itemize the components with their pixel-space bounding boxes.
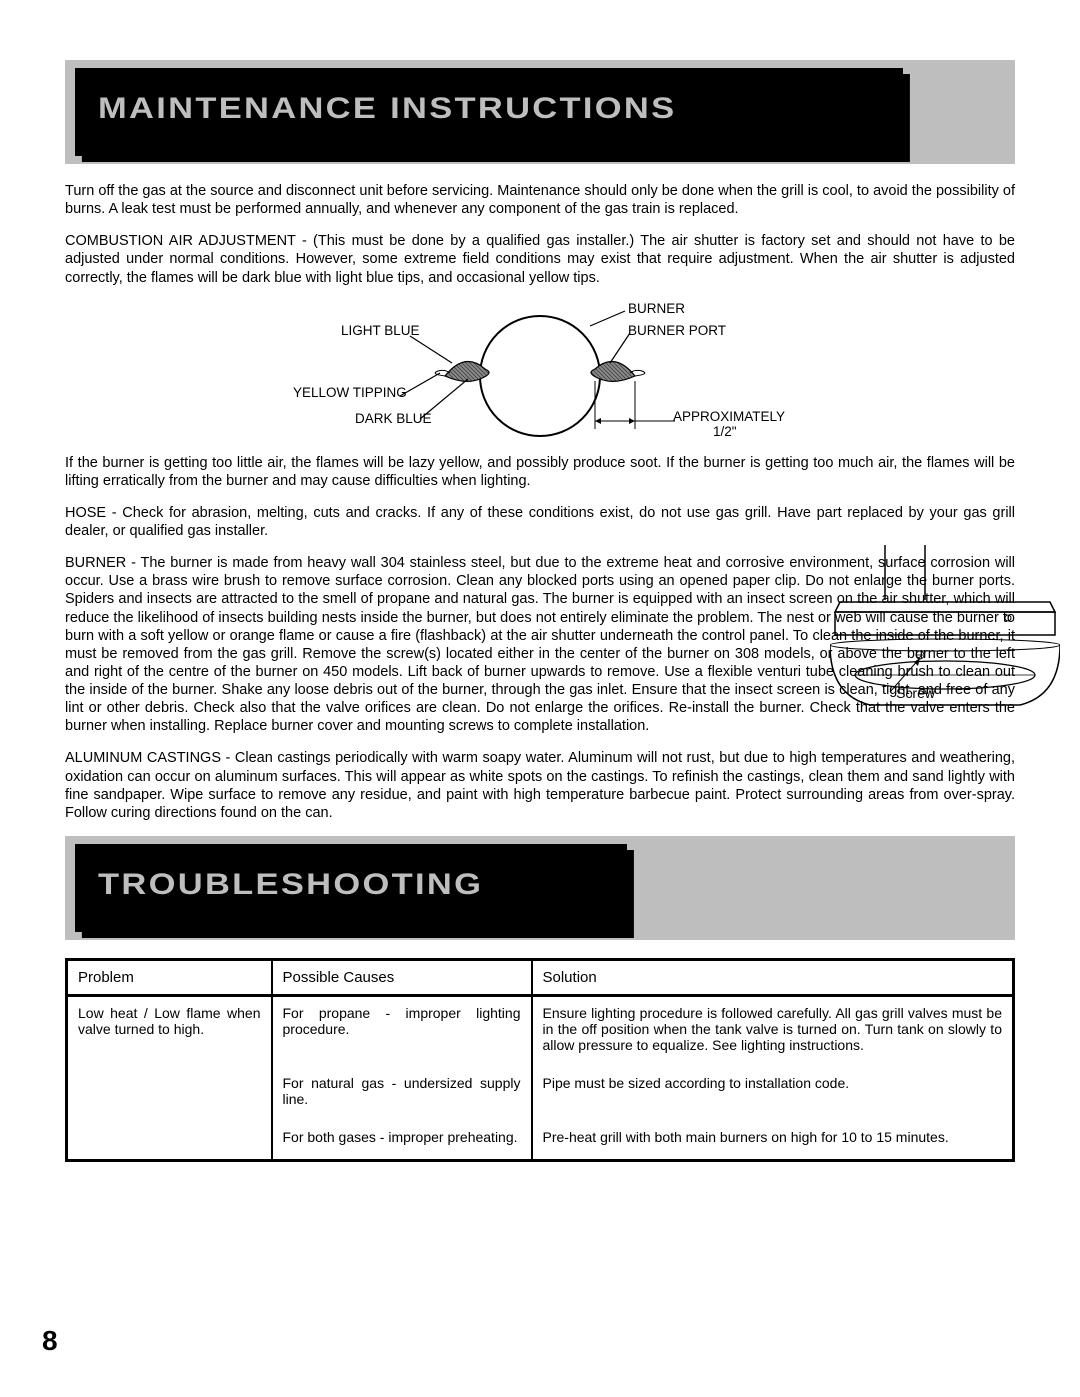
troubleshooting-title: TROUBLESHOOTING — [75, 844, 627, 932]
col-problem: Problem — [67, 959, 272, 995]
cell-cause: For both gases - improper preheating. — [272, 1121, 532, 1161]
combustion-paragraph: COMBUSTION AIR ADJUSTMENT - (This must b… — [65, 232, 1015, 286]
cell-cause: For natural gas - undersized supply line… — [272, 1067, 532, 1121]
cell-solution: Pre-heat grill with both main burners on… — [532, 1121, 1014, 1161]
table-row: For both gases - improper preheating. Pr… — [67, 1121, 1014, 1161]
cell-problem: Low heat / Low flame when valve turned t… — [67, 995, 272, 1067]
label-approximately: APPROXIMATELY — [673, 409, 785, 424]
cell-problem — [67, 1067, 272, 1121]
label-yellow-tipping: YELLOW TIPPING — [293, 385, 407, 400]
label-light-blue: LIGHT BLUE — [341, 323, 420, 338]
page-number: 8 — [42, 1325, 58, 1357]
hose-paragraph: HOSE - Check for abrasion, melting, cuts… — [65, 504, 1015, 540]
grill-figure: Screw — [830, 540, 1060, 730]
col-cause: Possible Causes — [272, 959, 532, 995]
cell-cause: For propane - improper lighting procedur… — [272, 995, 532, 1067]
cell-solution: Pipe must be sized according to installa… — [532, 1067, 1014, 1121]
label-half-inch: 1/2" — [713, 424, 737, 439]
troubleshooting-table: Problem Possible Causes Solution Low hea… — [65, 958, 1015, 1162]
label-burner: BURNER — [628, 301, 685, 316]
label-dark-blue: DARK BLUE — [355, 411, 432, 426]
cell-problem — [67, 1121, 272, 1161]
table-row: For natural gas - undersized supply line… — [67, 1067, 1014, 1121]
label-screw: Screw — [896, 685, 935, 701]
burner-diagram: LIGHT BLUE YELLOW TIPPING DARK BLUE BURN… — [65, 301, 1015, 446]
aluminum-paragraph: ALUMINUM CASTINGS - Clean castings perio… — [65, 749, 1015, 822]
troubleshooting-header-bar: TROUBLESHOOTING — [65, 836, 1015, 940]
intro-paragraph: Turn off the gas at the source and disco… — [65, 182, 1015, 218]
table-header-row: Problem Possible Causes Solution — [67, 959, 1014, 995]
table-row: Low heat / Low flame when valve turned t… — [67, 995, 1014, 1067]
cell-solution: Ensure lighting procedure is followed ca… — [532, 995, 1014, 1067]
label-burner-port: BURNER PORT — [628, 323, 726, 338]
maintenance-title: MAINTENANCE INSTRUCTIONS — [75, 68, 903, 156]
maintenance-header-bar: MAINTENANCE INSTRUCTIONS — [65, 60, 1015, 164]
col-solution: Solution — [532, 959, 1014, 995]
burner-air-paragraph: If the burner is getting too little air,… — [65, 454, 1015, 490]
